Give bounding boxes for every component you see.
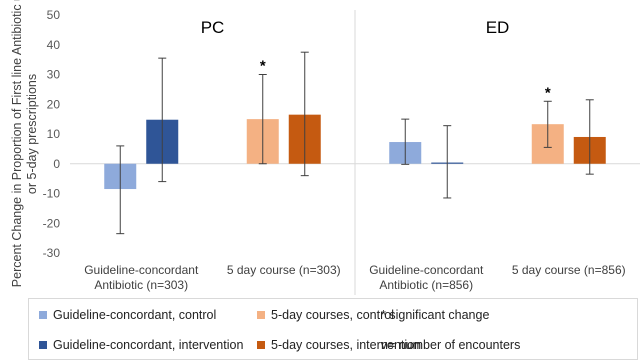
y-tick-label: -30 (43, 246, 61, 260)
legend-item: Guideline-concordant, control (39, 308, 216, 322)
category-label: Antibiotic (n=303) (94, 278, 188, 292)
y-tick-label: 0 (53, 157, 60, 171)
y-tick-label: -20 (43, 216, 61, 230)
y-axis-title-line: or 5-day prescriptions (25, 74, 39, 194)
category-label: Guideline-concordant (84, 263, 199, 277)
panel-title: ED (486, 18, 510, 37)
legend-swatch (257, 311, 265, 319)
legend-item: n= number of encounters (381, 338, 520, 352)
y-tick-label: 50 (47, 8, 61, 22)
y-axis-title-line: Percent Change in Proportion of First li… (10, 0, 24, 287)
category-label: Antibiotic (n=856) (379, 278, 473, 292)
legend-label: Guideline-concordant, intervention (53, 338, 244, 352)
y-tick-label: 20 (47, 97, 61, 111)
legend-label: n= number of encounters (381, 338, 521, 352)
significance-asterisk: * (545, 84, 551, 101)
category-label: 5 day course (n=856) (512, 263, 626, 277)
legend-item: * significant change (381, 308, 489, 322)
category-label: 5 day course (n=303) (227, 263, 341, 277)
y-tick-label: 10 (47, 127, 61, 141)
panel-title: PC (201, 18, 225, 37)
legend-swatch (39, 341, 47, 349)
legend-item: Guideline-concordant, intervention (39, 338, 243, 352)
legend-swatch (39, 311, 47, 319)
legend-item: 5-day courses, intervention (257, 338, 421, 352)
y-tick-label: -10 (43, 187, 61, 201)
legend-item: 5-day courses, control (257, 308, 394, 322)
legend-label: 5-day courses, intervention (271, 338, 422, 352)
y-axis-title: Percent Change in Proportion of First li… (10, 0, 39, 287)
legend-swatch (257, 341, 265, 349)
legend-label: * significant change (381, 308, 490, 322)
legend: Guideline-concordant, control 5-day cours… (28, 298, 638, 360)
y-tick-label: 30 (47, 68, 61, 82)
significance-asterisk: * (260, 58, 266, 75)
y-tick-label: 40 (47, 38, 61, 52)
category-label: Guideline-concordant (369, 263, 484, 277)
legend-label: 5-day courses, control (271, 308, 394, 322)
legend-label: Guideline-concordant, control (53, 308, 217, 322)
